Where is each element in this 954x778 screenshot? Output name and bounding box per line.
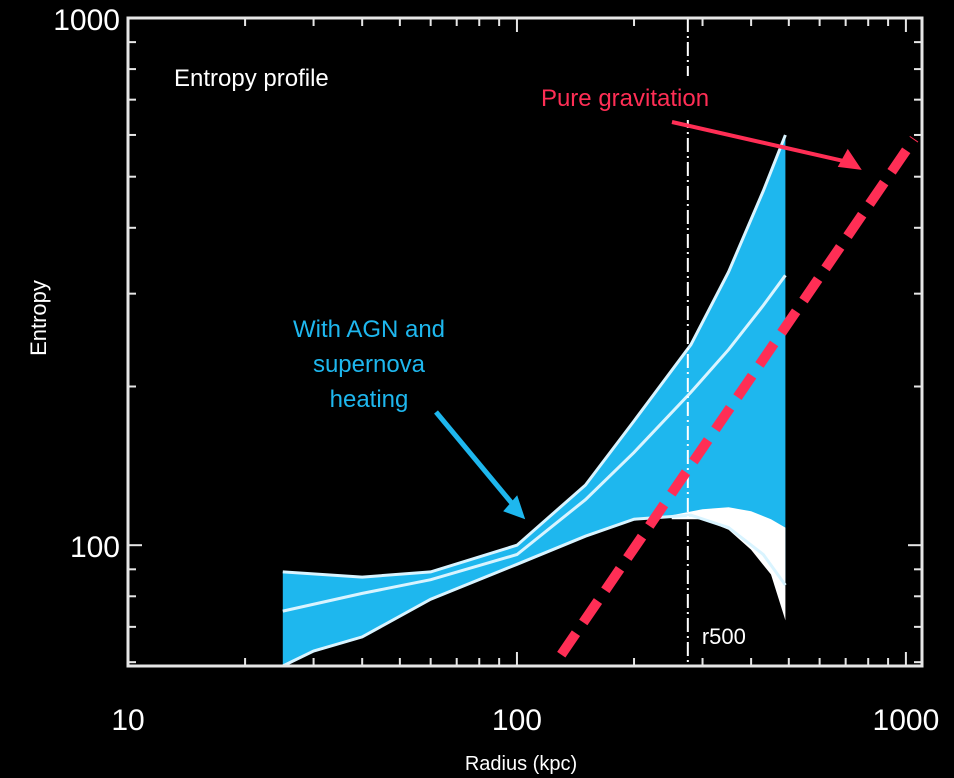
tick-labels: 10 100 1000 100 1000 bbox=[53, 4, 939, 737]
white-band bbox=[671, 507, 786, 621]
gravitation-arrow-shaft bbox=[671, 120, 849, 164]
gravitation-annotation: Pure gravitation bbox=[541, 85, 709, 112]
y-tick-label: 100 bbox=[70, 531, 120, 564]
y-tick-label: 1000 bbox=[53, 4, 120, 37]
agn-arrow-shaft bbox=[434, 410, 518, 509]
x-tick-label: 1000 bbox=[873, 704, 940, 737]
plot-frame bbox=[126, 16, 924, 668]
annotations: With AGN and supernova heating Pure gravita… bbox=[293, 76, 919, 658]
y-axis-label: Entropy bbox=[26, 280, 51, 356]
agn-annotation-line: supernova bbox=[313, 351, 426, 378]
median-line bbox=[282, 274, 787, 613]
plot-area: r500 bbox=[282, 18, 787, 666]
agn-annotation-line: heating bbox=[330, 386, 409, 413]
lower-envelope-line bbox=[282, 513, 787, 666]
upper-envelope-line bbox=[282, 134, 787, 579]
x-tick-label: 100 bbox=[492, 704, 542, 737]
pure-gravitation-line bbox=[557, 135, 919, 658]
agn-arrow-head bbox=[503, 495, 526, 520]
gravitation-arrow-head bbox=[837, 148, 862, 170]
x-tick-label: 10 bbox=[111, 704, 144, 737]
gravitation-label-bg bbox=[494, 76, 756, 120]
r500-label: r500 bbox=[702, 624, 746, 649]
chart-title: Entropy profile bbox=[174, 65, 329, 92]
agn-annotation-line: With AGN and bbox=[293, 316, 445, 343]
x-axis-label: Radius (kpc) bbox=[465, 753, 577, 775]
